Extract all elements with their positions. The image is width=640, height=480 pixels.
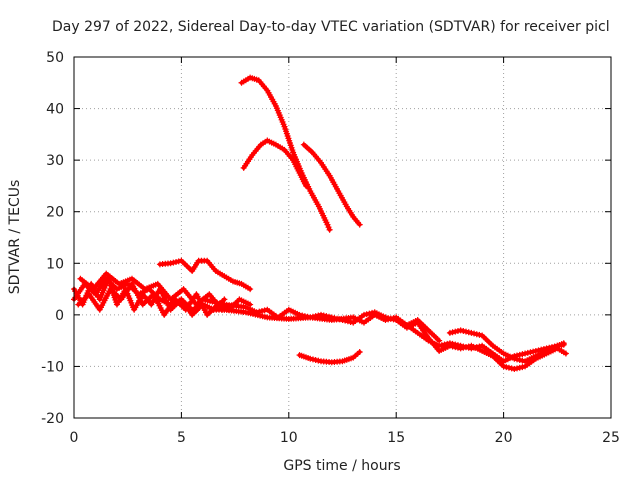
y-tick-label: 20 [46,205,64,221]
plot-frame [73,56,612,419]
y-axis-label: SDTVAR / TECUs [7,180,23,295]
y-tick-label: 30 [46,153,64,169]
series-arc-low [296,348,363,366]
grid-lines [74,57,611,418]
series-base-9 [446,327,567,365]
y-tick-label: 40 [46,102,64,118]
y-tick-label: 50 [46,50,64,66]
series-arc-high-2 [240,137,309,189]
series-markers [156,257,254,293]
x-tick-label: 15 [387,430,405,446]
series-arc-mid [156,257,254,293]
y-tick-label: -10 [41,359,64,375]
series-markers [296,348,363,366]
series-arc-high-3 [300,141,363,228]
axis-ticks: 0 5 10 15 20 25 -20 -10 0 10 20 30 40 50 [41,50,620,446]
y-tick-label: -20 [41,411,64,427]
y-tick-label: 0 [55,308,64,324]
series-markers [446,327,567,365]
series-base-4 [77,270,239,313]
series-markers [300,141,363,228]
chart-title: Day 297 of 2022, Sidereal Day-to-day VTE… [52,19,610,35]
x-axis-label: GPS time / hours [283,458,400,474]
x-tick-label: 25 [602,430,620,446]
x-tick-label: 10 [280,430,298,446]
x-tick-label: 0 [70,430,79,446]
x-tick-label: 5 [177,430,186,446]
series-group [71,74,569,373]
series-markers [240,137,309,189]
x-tick-label: 20 [495,430,513,446]
y-tick-label: 10 [46,256,64,272]
